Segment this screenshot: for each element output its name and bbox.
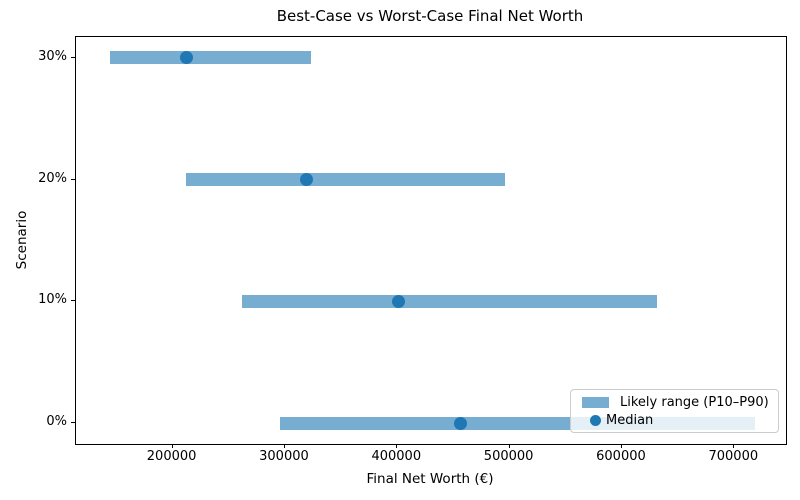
y-tick-mark [71,56,75,58]
x-axis-label: Final Net Worth (€) [366,471,494,487]
legend-range-label: Likely range (P10–P90) [620,394,769,410]
chart-title: Best-Case vs Worst-Case Final Net Worth [276,7,584,25]
median-dot-icon [590,414,601,426]
x-tick-mark [396,444,398,448]
legend-row-range: Likely range (P10–P90) [579,393,770,411]
range-bar [109,51,311,65]
y-tick-mark [71,300,75,302]
legend-median-label: Median [606,412,654,428]
x-tick-label: 400000 [371,449,422,464]
median-dot [453,416,467,430]
x-tick-mark [283,444,285,448]
median-dot [299,173,313,187]
y-tick-mark [71,422,75,424]
legend: Likely range (P10–P90) Median [570,389,779,433]
x-tick-label: 300000 [259,449,309,464]
median-dot [391,294,405,308]
range-swatch-icon [582,396,609,408]
y-tick-label: 20% [38,170,67,186]
range-bar [186,173,506,187]
x-tick-label: 700000 [708,449,759,464]
x-tick-mark [508,444,510,448]
range-bar [242,294,657,308]
y-tick-label: 30% [38,48,67,64]
legend-row-median: Median [579,411,770,429]
y-tick-label: 10% [38,292,67,308]
median-dot [179,51,193,65]
x-tick-mark [171,444,173,448]
x-tick-mark [733,444,735,448]
x-tick-label: 500000 [483,449,534,464]
plot-area: Likely range (P10–P90) Median [75,36,787,445]
x-tick-label: 600000 [596,449,646,464]
y-axis-label: Scenario [14,210,30,270]
x-tick-label: 200000 [146,449,197,464]
x-tick-mark [620,444,622,448]
y-tick-label: 0% [46,414,67,430]
y-tick-mark [71,178,75,180]
